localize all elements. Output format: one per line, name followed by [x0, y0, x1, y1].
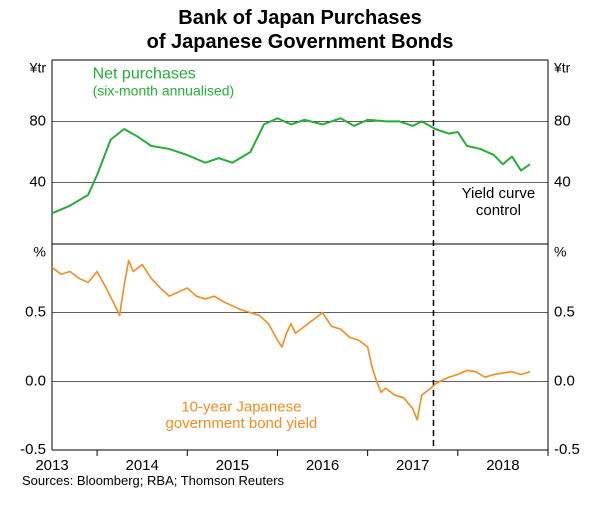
source-note: Sources: Bloomberg; RBA; Thomson Reuters — [22, 473, 284, 488]
svg-text:2018: 2018 — [486, 457, 519, 474]
svg-text:-0.5: -0.5 — [20, 441, 46, 458]
title-line-1: Bank of Japan Purchases — [0, 6, 600, 30]
svg-text:2016: 2016 — [306, 457, 339, 474]
chart-container: Bank of Japan Purchases of Japanese Gove… — [0, 0, 600, 508]
svg-text:0.0: 0.0 — [554, 372, 575, 389]
svg-text:%: % — [554, 243, 566, 259]
svg-text:40: 40 — [554, 174, 571, 191]
svg-text:0.5: 0.5 — [25, 304, 46, 321]
title-line-2: of Japanese Government Bonds — [0, 30, 600, 54]
svg-text:control: control — [476, 202, 521, 219]
svg-text:%: % — [34, 243, 46, 259]
svg-text:10-year Japanese: 10-year Japanese — [181, 399, 301, 416]
svg-text:(six-month annualised): (six-month annualised) — [93, 82, 235, 98]
chart-title: Bank of Japan Purchases of Japanese Gove… — [0, 0, 600, 54]
svg-text:40: 40 — [29, 174, 46, 191]
svg-text:2014: 2014 — [125, 457, 158, 474]
chart-svg: 40 40 80 80 -0.5 -0.5 0.0 0.0 0.5 0.5 2013 2014 2015… — [0, 0, 600, 508]
svg-text:2017: 2017 — [396, 457, 429, 474]
svg-text:80: 80 — [29, 112, 46, 129]
svg-text:¥tr: ¥tr — [29, 59, 47, 75]
svg-text:0.5: 0.5 — [554, 304, 575, 321]
svg-text:-0.5: -0.5 — [554, 441, 580, 458]
svg-text:Net purchases: Net purchases — [93, 65, 196, 82]
svg-text:Yield curve: Yield curve — [462, 185, 536, 202]
svg-text:¥tr: ¥tr — [553, 59, 571, 75]
svg-text:2015: 2015 — [216, 457, 249, 474]
svg-text:government bond yield: government bond yield — [165, 415, 317, 432]
svg-text:0.0: 0.0 — [25, 372, 46, 389]
svg-text:80: 80 — [554, 112, 571, 129]
svg-text:2013: 2013 — [35, 457, 68, 474]
